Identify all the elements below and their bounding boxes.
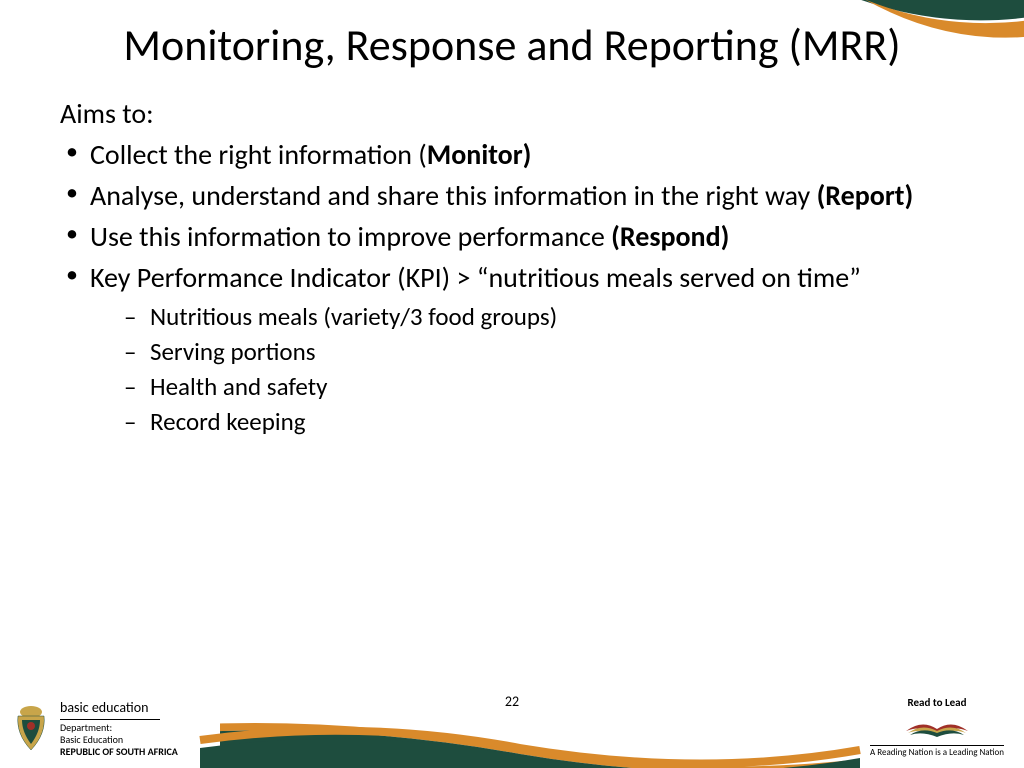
corner-decoration-top <box>764 0 1024 80</box>
bullet-item: Analyse, understand and share this infor… <box>60 178 964 213</box>
sub-bullet-list: Nutritious meals (variety/3 food groups)… <box>90 301 964 438</box>
bullet-item: Collect the right information (Monitor) <box>60 137 964 172</box>
sub-bullet-item: Nutritious meals (variety/3 food groups) <box>90 301 964 332</box>
dept-text: basic education Department: Basic Educat… <box>60 700 178 758</box>
slide-content: Aims to: Collect the right information (… <box>0 81 1024 438</box>
read-to-lead-logo: Read to Lead A Reading Nation is a Leadi… <box>870 696 1004 758</box>
book-icon <box>902 711 972 739</box>
sub-bullet-item: Health and safety <box>90 371 964 402</box>
bullet-item: Key Performance Indicator (KPI) > “nutri… <box>60 260 964 438</box>
coat-of-arms-icon <box>10 704 52 754</box>
bullet-item: Use this information to improve performa… <box>60 219 964 254</box>
intro-text: Aims to: <box>60 96 964 131</box>
sub-bullet-item: Record keeping <box>90 406 964 437</box>
sub-bullet-item: Serving portions <box>90 336 964 367</box>
dept-logo: basic education Department: Basic Educat… <box>10 700 178 758</box>
main-bullet-list: Collect the right information (Monitor) … <box>60 137 964 438</box>
